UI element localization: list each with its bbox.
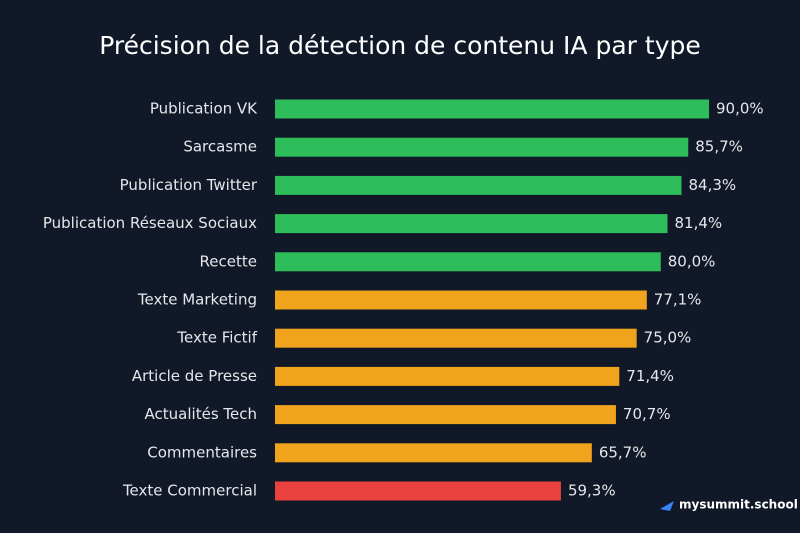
bar xyxy=(275,175,682,195)
category-label: Article de Presse xyxy=(132,367,257,385)
category-label: Texte Commercial xyxy=(122,482,257,500)
value-label: 71,4% xyxy=(626,367,674,385)
value-label: 90,0% xyxy=(716,100,764,118)
bar xyxy=(275,99,709,119)
watermark: mysummit.school xyxy=(679,498,798,512)
value-label: 75,0% xyxy=(644,329,692,347)
value-label: 65,7% xyxy=(599,443,647,461)
category-label: Recette xyxy=(200,252,257,270)
value-label: 84,3% xyxy=(689,176,737,194)
value-label: 85,7% xyxy=(695,138,743,156)
category-label: Publication VK xyxy=(150,100,258,118)
bar xyxy=(275,366,620,386)
bar xyxy=(275,214,668,234)
category-label: Publication Réseaux Sociaux xyxy=(43,214,257,232)
value-label: 80,0% xyxy=(668,252,716,270)
bar xyxy=(275,405,616,425)
bar xyxy=(275,328,637,348)
category-label: Sarcasme xyxy=(183,138,257,156)
category-label: Publication Twitter xyxy=(120,176,258,194)
value-label: 59,3% xyxy=(568,482,616,500)
bar xyxy=(275,443,592,463)
category-label: Commentaires xyxy=(147,443,257,461)
value-label: 81,4% xyxy=(675,214,723,232)
category-label: Actualités Tech xyxy=(145,405,257,423)
category-label: Texte Fictif xyxy=(176,329,257,347)
category-label: Texte Marketing xyxy=(137,291,257,309)
chart-title: Précision de la détection de contenu IA … xyxy=(99,31,701,60)
watermark-logo: mysummit.school xyxy=(660,498,798,512)
bar xyxy=(275,290,647,310)
bar xyxy=(275,481,561,501)
value-label: 70,7% xyxy=(623,405,671,423)
value-label: 77,1% xyxy=(654,291,702,309)
bar xyxy=(275,137,689,157)
bar xyxy=(275,252,661,272)
logo-icon xyxy=(660,501,674,511)
